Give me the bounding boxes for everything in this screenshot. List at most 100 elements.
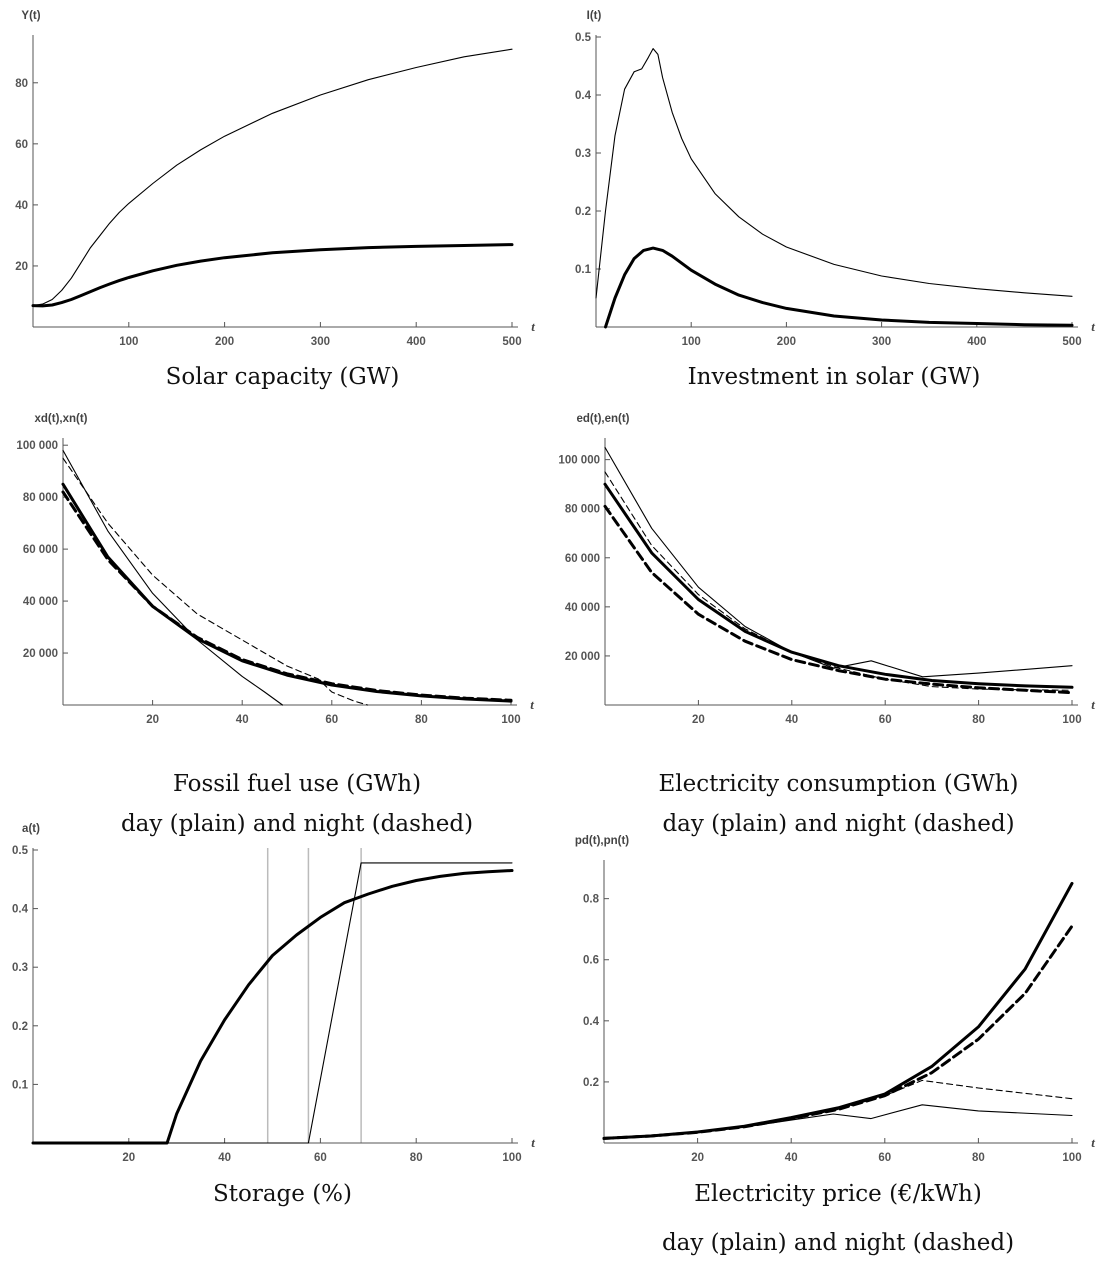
- x-tick-label: 100: [502, 1152, 521, 1164]
- x-tick-label: 60: [879, 714, 892, 726]
- y-axis-label: ed(t),en(t): [576, 413, 629, 425]
- y-tick-label: 40 000: [23, 596, 58, 608]
- y-axis-label: Y(t): [21, 10, 40, 22]
- series-thin: [32, 48, 513, 307]
- y-tick-label: 0.5: [575, 32, 592, 44]
- y-tick-label: 60: [15, 139, 28, 151]
- x-tick-label: 80: [972, 714, 985, 726]
- x-axis-label: t: [1091, 1135, 1095, 1150]
- chart-electricity-consumption: 20 000 40 000 60 000 80 000 100 000 20 40 60 80 1…: [558, 413, 1095, 837]
- x-tick-label: 60: [314, 1152, 327, 1164]
- y-tick-label: 100 000: [558, 455, 600, 467]
- x-tick-label: 20: [692, 714, 705, 726]
- series-thick: [31, 243, 514, 308]
- series-thin-dashed: [62, 457, 369, 706]
- y-tick-label: 0.3: [575, 148, 591, 160]
- y-tick-label: 100 000: [16, 440, 58, 452]
- y-axis-label: a(t): [22, 823, 40, 835]
- chart-caption: Fossil fuel use (GWh): [173, 771, 421, 797]
- series-thick: [61, 482, 513, 703]
- y-tick-label: 0.1: [575, 264, 592, 276]
- chart-storage: 0.1 0.2 0.3 0.4 0.5 20 40 60 80 100 a(t) t Storage (…: [12, 823, 535, 1207]
- y-axis-label: I(t): [587, 10, 602, 22]
- x-axis-label: t: [1091, 697, 1095, 712]
- chart-solar-capacity: 20 40 60 80 100 200 300 400 500 Y(t) t Solar capaci…: [15, 10, 535, 390]
- y-tick-label: 0.5: [12, 845, 29, 857]
- x-tick-label: 100: [501, 714, 520, 726]
- y-tick-label: 0.2: [12, 1021, 28, 1033]
- y-tick-label: 80 000: [565, 504, 600, 516]
- y-tick-label: 0.6: [583, 955, 599, 967]
- y-tick-label: 40: [15, 200, 28, 212]
- chart-caption: Electricity consumption (GWh): [658, 771, 1018, 797]
- x-tick-label: 200: [215, 336, 234, 348]
- series-thick-dashed: [603, 504, 1074, 695]
- series-thin: [62, 449, 284, 706]
- x-tick-label: 80: [972, 1152, 985, 1164]
- y-axis-label: xd(t),xn(t): [34, 413, 87, 425]
- x-axis-label: t: [531, 319, 535, 334]
- series-thin: [595, 48, 1073, 299]
- series-thick-dashed: [61, 490, 513, 702]
- chart-caption: day (plain) and night (dashed): [662, 811, 1014, 837]
- x-tick-label: 100: [682, 336, 701, 348]
- series-thick: [603, 482, 1074, 689]
- x-tick-label: 40: [236, 714, 249, 726]
- chart-caption: Investment in solar (GW): [688, 364, 981, 390]
- x-tick-label: 100: [1062, 714, 1081, 726]
- x-tick-label: 20: [691, 1152, 704, 1164]
- x-tick-label: 100: [1062, 1152, 1081, 1164]
- x-tick-label: 20: [146, 714, 159, 726]
- x-tick-label: 60: [325, 714, 338, 726]
- y-tick-label: 60 000: [23, 544, 58, 556]
- x-tick-label: 100: [119, 336, 138, 348]
- y-tick-label: 40 000: [565, 602, 600, 614]
- chart-electricity-price: 0.2 0.4 0.6 0.8 20 40 60 80 100 pd(t),pn(t) t Elect…: [575, 835, 1095, 1256]
- y-tick-label: 0.2: [583, 1077, 599, 1089]
- series-thick: [604, 246, 1074, 329]
- chart-caption: Solar capacity (GW): [166, 364, 400, 390]
- series-thick-dashed: [602, 924, 1074, 1140]
- y-tick-label: 0.8: [583, 894, 600, 906]
- x-tick-label: 500: [1062, 336, 1081, 348]
- chart-caption: day (plain) and night (dashed): [662, 1230, 1014, 1256]
- x-tick-label: 400: [407, 336, 426, 348]
- chart-fossil-fuel: 20 000 40 000 60 000 80 000 100 000 20 40 60 80 1…: [16, 413, 534, 837]
- x-tick-label: 40: [785, 714, 798, 726]
- chart-caption: Electricity price (€/kWh): [694, 1181, 982, 1207]
- x-axis-label: t: [531, 1135, 535, 1150]
- y-tick-label: 0.2: [575, 206, 591, 218]
- x-tick-label: 20: [122, 1152, 135, 1164]
- series-thick: [31, 869, 514, 1145]
- y-tick-label: 20 000: [23, 648, 58, 660]
- x-tick-label: 200: [777, 336, 796, 348]
- chart-solar-investment: 0.1 0.2 0.3 0.4 0.5 100 200 300 400 500 I(t) t Inves…: [575, 10, 1095, 390]
- y-tick-label: 20 000: [565, 651, 600, 663]
- y-axis-label: pd(t),pn(t): [575, 835, 629, 847]
- chart-caption: day (plain) and night (dashed): [121, 811, 473, 837]
- x-axis-label: t: [1091, 319, 1095, 334]
- x-tick-label: 80: [415, 714, 428, 726]
- x-tick-label: 400: [967, 336, 986, 348]
- series-thick: [602, 881, 1074, 1140]
- x-tick-label: 300: [311, 336, 330, 348]
- x-tick-label: 500: [502, 336, 521, 348]
- y-tick-label: 0.4: [12, 904, 29, 916]
- x-tick-label: 40: [218, 1152, 231, 1164]
- x-axis-label: t: [530, 697, 534, 712]
- y-tick-label: 0.1: [12, 1079, 29, 1091]
- x-tick-label: 40: [785, 1152, 798, 1164]
- series-thin: [32, 862, 513, 1144]
- y-tick-label: 80: [15, 78, 28, 90]
- y-tick-label: 0.4: [575, 90, 592, 102]
- chart-caption: Storage (%): [213, 1181, 352, 1207]
- y-tick-label: 60 000: [565, 553, 600, 565]
- y-tick-label: 0.4: [583, 1016, 600, 1028]
- y-tick-label: 0.3: [12, 962, 28, 974]
- series-thin: [604, 446, 1073, 678]
- y-tick-label: 20: [15, 261, 28, 273]
- x-tick-label: 300: [872, 336, 891, 348]
- y-tick-label: 80 000: [23, 492, 58, 504]
- x-tick-label: 60: [878, 1152, 891, 1164]
